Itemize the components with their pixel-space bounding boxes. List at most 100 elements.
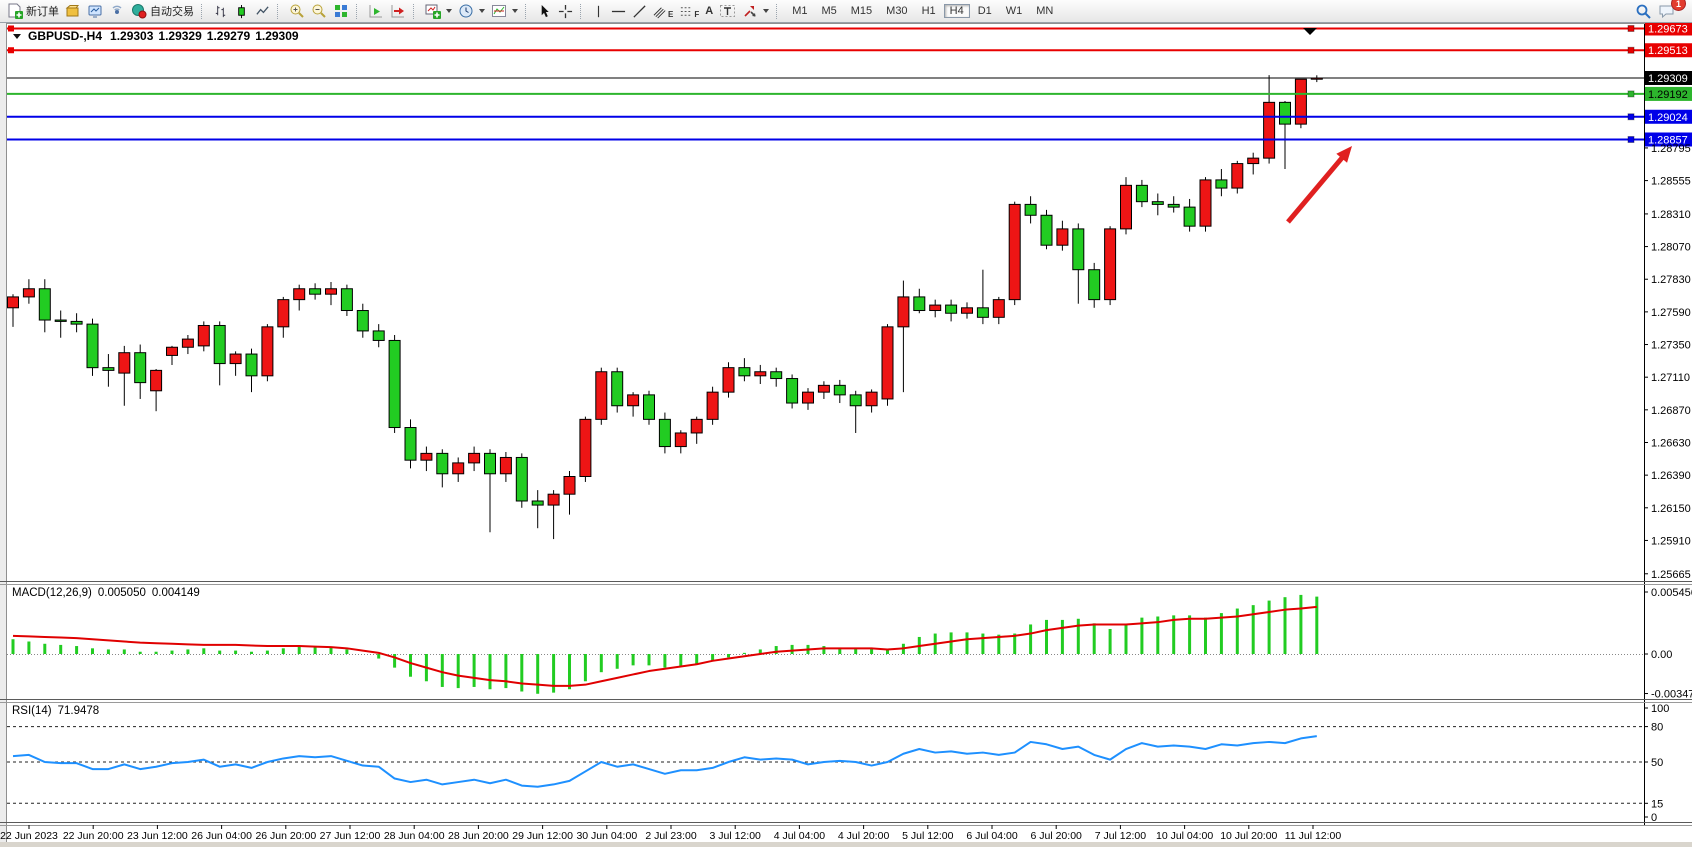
line-chart-button[interactable] [252, 1, 273, 21]
periods-dropdown-caret[interactable] [479, 9, 485, 13]
new-chart-dropdown-caret[interactable] [446, 9, 452, 13]
chart-high: 1.29329 [158, 29, 202, 43]
auto-trading-button[interactable]: 自动交易 [128, 1, 197, 21]
timeframe-M30[interactable]: M30 [886, 5, 908, 17]
new-chart-button[interactable] [422, 1, 455, 21]
text-label-tool-button[interactable] [716, 1, 739, 21]
timeframe-M5[interactable]: M5 [821, 5, 837, 17]
text-label-icon [720, 5, 736, 17]
chart-symbol: GBPUSD-,H4 [28, 29, 103, 43]
toolbar: 新订单 自动交易 [0, 0, 1692, 23]
timeframe-M15[interactable]: M15 [850, 5, 873, 17]
equidistant-channel-icon [653, 6, 666, 18]
macd-panel-label: MACD(12,26,9) 0.005050 0.004149 [12, 587, 200, 599]
timeframe-H4[interactable]: H4 [943, 4, 970, 18]
tile-windows-button[interactable] [330, 1, 352, 21]
svg-text:4 Jul 04:00: 4 Jul 04:00 [774, 830, 826, 842]
channel-glyph: E [668, 9, 674, 19]
arrows-dropdown-caret[interactable] [763, 9, 770, 13]
timeframe-D1[interactable]: D1 [977, 5, 992, 17]
candlestick-chart-icon [238, 4, 245, 18]
line-handle[interactable] [1627, 135, 1635, 143]
search-button[interactable] [1632, 1, 1655, 21]
rsi-panel-label: RSI(14) 71.9478 [12, 705, 99, 717]
text-tool-glyph: A [705, 5, 714, 17]
timeframe-M1[interactable]: M1 [792, 5, 808, 17]
new-order-button[interactable]: 新订单 [4, 1, 62, 21]
svg-text:1.26630: 1.26630 [1651, 437, 1691, 449]
svg-text:1.29673: 1.29673 [1648, 23, 1688, 35]
svg-text:4 Jul 20:00: 4 Jul 20:00 [838, 830, 890, 842]
line-price-label [1645, 86, 1692, 101]
periods-clock-icon [459, 4, 473, 18]
line-handle[interactable] [8, 25, 14, 32]
line-price-label [1645, 43, 1692, 58]
indicators-button[interactable] [488, 1, 521, 21]
svg-text:1.29192: 1.29192 [1648, 89, 1688, 101]
crosshair-tool-button[interactable] [555, 1, 576, 21]
chart-canvas[interactable]: 1.29673 1.29513 1.29192 1.29024 1.28857 1.293… [0, 22, 1692, 847]
market-watch-button[interactable] [84, 1, 106, 21]
svg-text:1.29024: 1.29024 [1648, 112, 1688, 124]
periods-button[interactable] [455, 1, 488, 21]
line-handle[interactable] [1627, 90, 1635, 98]
svg-text:1.28795: 1.28795 [1651, 143, 1691, 155]
bar-chart-button[interactable] [210, 1, 231, 21]
timeframe-W1[interactable]: W1 [1005, 5, 1023, 17]
channel-tool-button[interactable]: E [650, 1, 676, 21]
zoom-in-button[interactable] [286, 1, 308, 21]
top-marker-triangle-icon[interactable] [1303, 28, 1317, 35]
svg-text:1.29309: 1.29309 [1648, 73, 1688, 85]
current-price-label [1645, 71, 1692, 85]
panel-splitter[interactable] [0, 699, 1692, 703]
trendline-tool-button[interactable] [629, 1, 650, 21]
svg-text:7 Jul 12:00: 7 Jul 12:00 [1095, 830, 1147, 842]
vertical-line-icon [597, 5, 600, 17]
horizontal-line-1.28857[interactable]: 1.28857 [7, 132, 1692, 147]
trendline-icon [633, 4, 646, 18]
chat-button[interactable]: 1 [1655, 0, 1686, 21]
chart-shift-button[interactable] [387, 1, 409, 21]
svg-text:-0.003479: -0.003479 [1651, 689, 1692, 701]
zoom-out-button[interactable] [308, 1, 330, 21]
svg-text:1.25665: 1.25665 [1651, 569, 1691, 581]
macd-value: 0.005050 [97, 587, 146, 599]
horizontal-line-1.29513[interactable]: 1.29513 [7, 43, 1692, 57]
svg-text:15: 15 [1651, 798, 1663, 810]
indicators-dropdown-caret[interactable] [512, 9, 518, 13]
search-icon [1636, 4, 1651, 19]
chart-open: 1.29303 [110, 29, 154, 43]
price-axis[interactable]: 1.28795 1.28555 1.28310 1.28070 1.27830 1.275… [1644, 24, 1692, 825]
text-tool-button[interactable]: A [702, 1, 716, 21]
horizontal-line-1.29673[interactable]: 1.29673 [7, 22, 1692, 36]
timeframe-MN[interactable]: MN [1036, 5, 1054, 17]
rsi-label-text: RSI(14) [12, 705, 52, 717]
signal-button[interactable] [106, 1, 128, 21]
symbol-dropdown-icon[interactable] [13, 33, 21, 39]
fibonacci-tool-button[interactable]: F [676, 1, 702, 21]
timeframe-H1[interactable]: H1 [921, 5, 936, 17]
line-handle[interactable] [1627, 46, 1635, 54]
line-handle[interactable] [1627, 24, 1635, 32]
auto-scroll-button[interactable] [365, 1, 387, 21]
panel-splitter[interactable] [0, 822, 1692, 826]
vertical-line-tool-button[interactable] [589, 1, 608, 21]
market-depth-button[interactable] [62, 1, 84, 21]
fibonacci-glyph: F [694, 9, 700, 19]
time-axis[interactable]: 22 Jun 2023 22 Jun 20:00 23 Jun 12:00 26 Ju… [0, 825, 1341, 842]
svg-text:1.27110: 1.27110 [1651, 372, 1690, 384]
cursor-tool-button[interactable] [534, 1, 555, 21]
panel-splitter[interactable] [0, 581, 1692, 585]
horizontal-line-1.29024[interactable]: 1.29024 [7, 109, 1692, 124]
new-order-label: 新订单 [26, 6, 59, 18]
line-handle[interactable] [8, 47, 14, 54]
horizontal-line-1.29192[interactable]: 1.29192 [7, 86, 1692, 101]
arrows-tool-button[interactable] [739, 1, 772, 21]
candlestick-chart-button[interactable] [231, 1, 252, 21]
svg-text:6 Jul 04:00: 6 Jul 04:00 [966, 830, 1018, 842]
line-handle[interactable] [1627, 113, 1635, 121]
trend-arrow[interactable] [1286, 146, 1352, 224]
chart-title[interactable]: GBPUSD-,H4 1.29303 1.29329 1.29279 1.293… [13, 29, 299, 43]
auto-trading-label: 自动交易 [150, 6, 194, 18]
horizontal-line-tool-button[interactable] [608, 1, 629, 21]
